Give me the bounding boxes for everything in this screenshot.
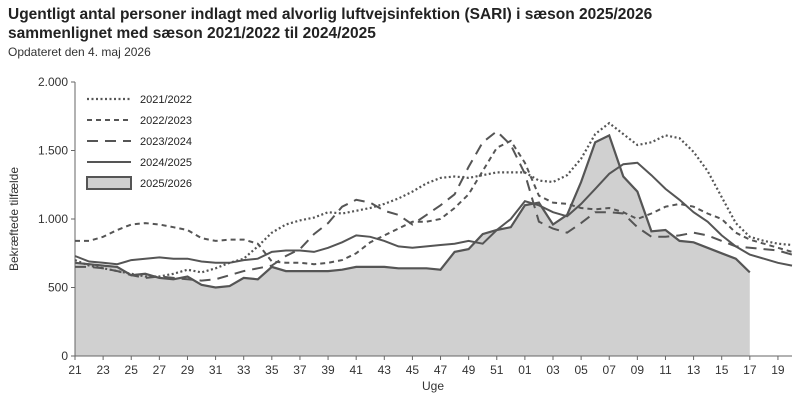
series-line-2022-2023: [75, 139, 793, 266]
x-tick-label: 07: [603, 363, 617, 377]
legend-item-2025-2026: 2025/2026: [86, 176, 192, 190]
y-tick-label: 1.500: [38, 144, 68, 158]
legend-item-2024-2025: 2024/2025: [87, 157, 192, 169]
chart-subtitle: Opdateret den 4. maj 2026: [8, 45, 151, 59]
y-tick-label: 0: [61, 349, 68, 363]
chart-title: Ugentligt antal personer indlagt med alv…: [8, 5, 652, 43]
x-tick-label: 27: [153, 363, 167, 377]
x-tick-label: 17: [743, 363, 757, 377]
x-tick-label: 19: [771, 363, 785, 377]
x-tick-label: 51: [490, 363, 504, 377]
legend-label: 2023/2024: [140, 136, 192, 148]
x-tick-label: 15: [715, 363, 729, 377]
x-tick-label: 09: [631, 363, 645, 377]
series-line-2024-2025: [74, 161, 793, 267]
y-tick-label: 2.000: [38, 75, 68, 89]
y-axis-title: Bekræftede tilfælde: [7, 167, 21, 271]
x-tick-label: 01: [518, 363, 532, 377]
axis-layer: 0 500 1.000 1.500 2.000 21 23 25 27 29 31 33 35 37 39 4…: [38, 75, 792, 377]
x-tick-label: 43: [378, 363, 392, 377]
series-area-2025-2026: [75, 135, 750, 356]
x-tick-label: 41: [349, 363, 363, 377]
legend-swatch: [86, 176, 132, 190]
legend-item-2023-2024: 2023/2024: [87, 136, 192, 148]
legend-item-2022-2023: 2022/2023: [87, 115, 192, 127]
x-tick-label: 33: [237, 363, 251, 377]
y-tick-label: 1.000: [38, 212, 68, 226]
x-axis-title: Uge: [422, 379, 444, 393]
x-tick-label: 31: [209, 363, 223, 377]
series-line-2021-2022: [74, 121, 793, 278]
lines-layer: [74, 121, 793, 282]
legend-label: 2024/2025: [140, 157, 192, 169]
x-tick-label: 25: [125, 363, 139, 377]
x-tick-label: 37: [293, 363, 307, 377]
legend-label: 2025/2026: [140, 178, 192, 190]
x-tick-label: 23: [96, 363, 110, 377]
legend-label: 2021/2022: [140, 94, 192, 106]
legend-item-2021-2022: 2021/2022: [87, 94, 192, 106]
x-tick-label: 11: [659, 363, 672, 377]
series-line-2023-2024: [75, 129, 793, 282]
x-tick-label: 49: [462, 363, 476, 377]
series-area-outline-2025-2026: [74, 133, 751, 289]
x-tick-label: 45: [406, 363, 420, 377]
x-tick-label: 21: [68, 363, 82, 377]
x-tick-label: 35: [265, 363, 279, 377]
chart-title-line-2: sammenlignet med sæson 2021/2022 til 202…: [8, 25, 376, 42]
chart-title-line-1: Ugentligt antal personer indlagt med alv…: [8, 6, 653, 23]
x-tick-label: 13: [687, 363, 701, 377]
legend-label: 2022/2023: [140, 115, 192, 127]
x-tick-label: 05: [574, 363, 588, 377]
legend: 2021/2022 2022/2023 2023/2024 2024/2025 2025…: [86, 94, 192, 190]
x-tick-label: 03: [546, 363, 560, 377]
area-layer: [74, 133, 751, 356]
x-tick-label: 29: [181, 363, 195, 377]
y-tick-label: 500: [48, 281, 68, 295]
x-tick-label: 39: [321, 363, 335, 377]
x-tick-label: 47: [434, 363, 448, 377]
